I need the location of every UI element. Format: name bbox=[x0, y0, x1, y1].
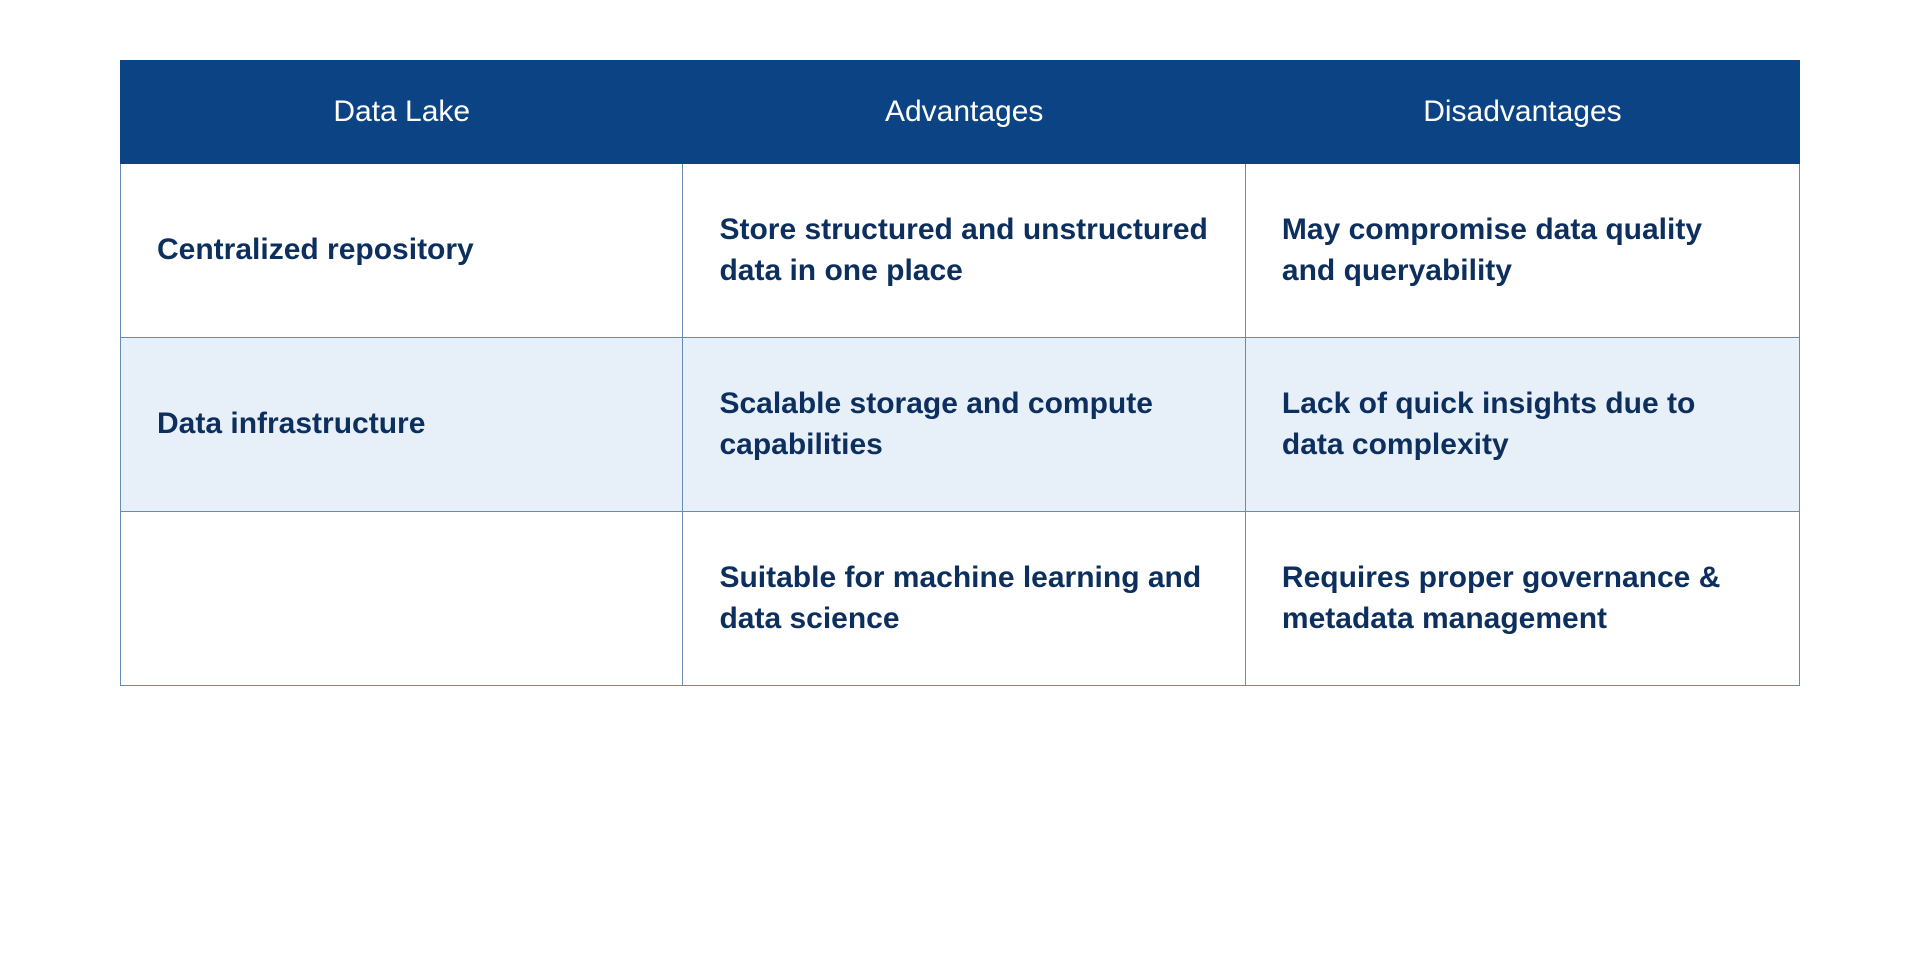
table-cell: Lack of quick insights due to data compl… bbox=[1245, 338, 1799, 512]
table-header-row: Data Lake Advantages Disadvantages bbox=[121, 61, 1800, 164]
column-header-disadvantages: Disadvantages bbox=[1245, 61, 1799, 164]
table-cell: Data infrastructure bbox=[121, 338, 683, 512]
table-row: Suitable for machine learning and data s… bbox=[121, 512, 1800, 686]
table-cell: Scalable storage and compute capabilitie… bbox=[683, 338, 1245, 512]
table-cell: Suitable for machine learning and data s… bbox=[683, 512, 1245, 686]
comparison-table: Data Lake Advantages Disadvantages Centr… bbox=[120, 60, 1800, 686]
table-cell: May compromise data quality and queryabi… bbox=[1245, 164, 1799, 338]
table-cell: Requires proper governance & metadata ma… bbox=[1245, 512, 1799, 686]
column-header-advantages: Advantages bbox=[683, 61, 1245, 164]
comparison-table-container: Data Lake Advantages Disadvantages Centr… bbox=[120, 60, 1800, 686]
table-row: Data infrastructure Scalable storage and… bbox=[121, 338, 1800, 512]
table-cell bbox=[121, 512, 683, 686]
table-cell: Centralized repository bbox=[121, 164, 683, 338]
column-header-data-lake: Data Lake bbox=[121, 61, 683, 164]
table-cell: Store structured and unstructured data i… bbox=[683, 164, 1245, 338]
table-row: Centralized repository Store structured … bbox=[121, 164, 1800, 338]
